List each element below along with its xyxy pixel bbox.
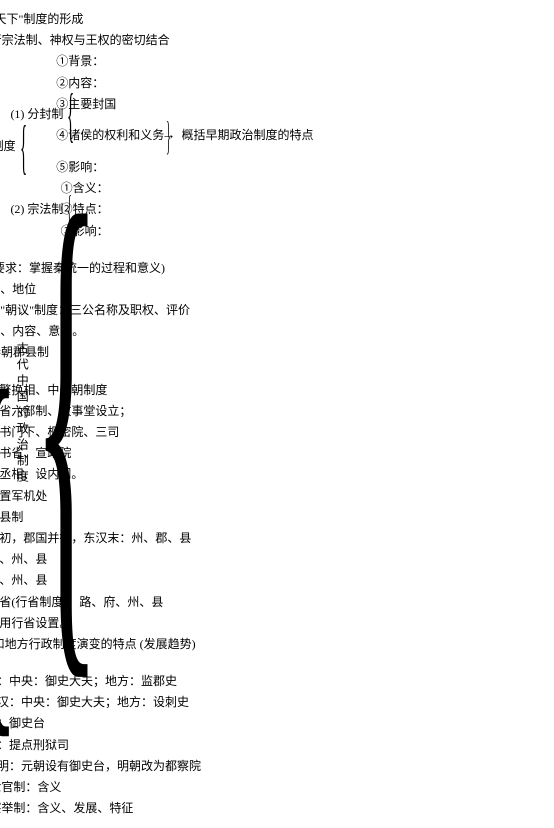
sv-tang: ③唐：御史台 <box>0 714 203 733</box>
sv-qin: ①秦：中央：御史大夫；地方：监郡史 <box>0 672 203 691</box>
brace-zhou: { <box>20 52 27 240</box>
sv-song: ④宋：提点刑狱司 <box>0 736 203 755</box>
brace-fenfeng: { <box>67 52 74 177</box>
sv-yuanming: ⑤元明：元朝设有御史台，明朝改为都察院 <box>0 757 203 776</box>
brace-ff-note: } <box>166 116 171 156</box>
ff-note: 概括早期政治制度的特点 <box>179 126 315 145</box>
brace-central: { <box>0 259 18 819</box>
sv-han: ②两汉：中央：御史大夫；地方：设刺史 <box>0 693 203 712</box>
brace-zongfa: { <box>67 179 72 241</box>
